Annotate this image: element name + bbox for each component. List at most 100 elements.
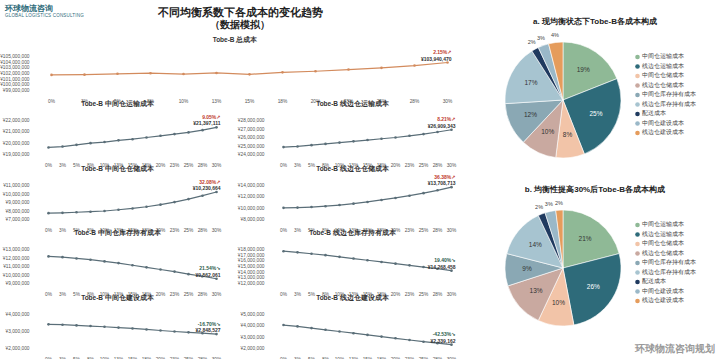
- svg-text:30%: 30%: [212, 356, 222, 359]
- svg-text:线边仓仓储成本: 线边仓仓储成本: [642, 82, 684, 88]
- svg-text:25%: 25%: [419, 356, 429, 359]
- svg-text:5%: 5%: [308, 356, 316, 359]
- svg-text:3%: 3%: [59, 292, 67, 297]
- svg-text:¥14,000,000: ¥14,000,000: [238, 270, 265, 275]
- svg-text:28%: 28%: [198, 163, 208, 168]
- svg-text:25%: 25%: [184, 227, 194, 232]
- svg-text:30%: 30%: [443, 99, 453, 104]
- svg-text:2%: 2%: [535, 204, 543, 210]
- svg-text:5%: 5%: [73, 292, 81, 297]
- svg-text:9.05%↗: 9.05%↗: [202, 114, 220, 120]
- svg-text:0%: 0%: [45, 292, 53, 297]
- svg-text:¥2,000,000: ¥2,000,000: [5, 346, 29, 351]
- svg-text:环球物流咨询规划: 环球物流咨询规划: [634, 343, 715, 354]
- svg-text:19%: 19%: [577, 66, 590, 73]
- svg-text:¥11,000,000: ¥11,000,000: [3, 183, 30, 188]
- svg-text:¥103,940,470: ¥103,940,470: [421, 56, 452, 62]
- svg-text:0%: 0%: [280, 227, 288, 232]
- svg-text:¥24,000,000: ¥24,000,000: [238, 152, 265, 157]
- svg-text:2.15%↗: 2.15%↗: [433, 49, 451, 55]
- svg-text:¥26,909,343: ¥26,909,343: [428, 123, 456, 129]
- svg-text:¥3,000,000: ¥3,000,000: [240, 334, 264, 339]
- svg-text:中间仓运输成本: 中间仓运输成本: [642, 221, 684, 227]
- svg-text:18%: 18%: [278, 99, 288, 104]
- svg-text:3%: 3%: [294, 227, 302, 232]
- svg-text:10%: 10%: [552, 299, 565, 306]
- svg-text:3%: 3%: [537, 35, 545, 41]
- svg-text:20%: 20%: [391, 292, 401, 297]
- svg-text:¥102,000,000: ¥102,000,000: [0, 71, 30, 76]
- svg-text:4%: 4%: [551, 32, 559, 38]
- svg-text:¥101,000,000: ¥101,000,000: [0, 77, 30, 82]
- svg-text:14%: 14%: [529, 241, 542, 248]
- svg-text:0%: 0%: [45, 163, 53, 168]
- svg-text:21.54%↘: 21.54%↘: [199, 265, 220, 271]
- svg-text:19.40%↘: 19.40%↘: [434, 257, 455, 263]
- svg-text:18%: 18%: [377, 356, 387, 359]
- svg-text:¥9,000,000: ¥9,000,000: [5, 200, 29, 205]
- svg-text:¥20,000,000: ¥20,000,000: [3, 141, 30, 146]
- svg-text:25%: 25%: [589, 110, 602, 117]
- svg-text:线边仓建设成本: 线边仓建设成本: [642, 297, 684, 303]
- svg-text:36.38%↗: 36.38%↗: [434, 173, 455, 179]
- svg-text:8%: 8%: [322, 356, 330, 359]
- svg-text:20%: 20%: [156, 356, 166, 359]
- svg-text:10%: 10%: [335, 356, 345, 359]
- svg-text:26%: 26%: [587, 283, 600, 290]
- svg-text:-16.70%↘: -16.70%↘: [198, 320, 221, 326]
- svg-text:30%: 30%: [212, 163, 222, 168]
- svg-text:25%: 25%: [184, 292, 194, 297]
- svg-text:¥103,000,000: ¥103,000,000: [0, 65, 30, 70]
- svg-text:¥2,000,000: ¥2,000,000: [240, 346, 264, 351]
- svg-text:0%: 0%: [280, 292, 288, 297]
- svg-text:0%: 0%: [45, 356, 53, 359]
- svg-text:0%: 0%: [48, 99, 56, 104]
- svg-text:¥17,000,000: ¥17,000,000: [238, 253, 265, 258]
- svg-text:¥100,000,000: ¥100,000,000: [0, 82, 30, 87]
- svg-text:25%: 25%: [184, 356, 194, 359]
- svg-text:线边仓运输成本: 线边仓运输成本: [642, 231, 684, 237]
- svg-text:¥10,000,000: ¥10,000,000: [3, 273, 30, 278]
- svg-text:b. 均衡性提高30%后Tobe-B各成本构成: b. 均衡性提高30%后Tobe-B各成本构成: [525, 184, 665, 194]
- svg-text:18%: 18%: [142, 356, 152, 359]
- svg-text:30%: 30%: [212, 292, 222, 297]
- svg-text:28%: 28%: [433, 163, 443, 168]
- svg-text:¥13,000,000: ¥13,000,000: [3, 247, 30, 252]
- svg-text:¥19,000,000: ¥19,000,000: [3, 152, 30, 157]
- svg-text:¥12,000,000: ¥12,000,000: [238, 281, 265, 286]
- svg-text:¥3,000,000: ¥3,000,000: [5, 329, 29, 334]
- svg-text:¥2,339,162: ¥2,339,162: [430, 337, 455, 343]
- svg-text:¥10,000,000: ¥10,000,000: [238, 205, 265, 210]
- svg-text:23%: 23%: [405, 163, 415, 168]
- svg-text:2%: 2%: [528, 39, 536, 45]
- svg-text:¥7,000,000: ¥7,000,000: [5, 217, 29, 222]
- svg-text:30%: 30%: [447, 163, 457, 168]
- svg-text:3%: 3%: [545, 201, 553, 207]
- svg-text:20%: 20%: [391, 356, 401, 359]
- svg-text:8.21%↗: 8.21%↗: [437, 116, 455, 122]
- svg-text:5%: 5%: [308, 292, 316, 297]
- svg-text:3%: 3%: [294, 292, 302, 297]
- svg-text:23%: 23%: [405, 356, 415, 359]
- svg-text:¥28,000,000: ¥28,000,000: [238, 118, 265, 123]
- svg-text:¥18,000,000: ¥18,000,000: [238, 247, 265, 252]
- svg-text:¥26,000,000: ¥26,000,000: [238, 135, 265, 140]
- svg-text:23%: 23%: [170, 227, 180, 232]
- svg-text:28%: 28%: [198, 292, 208, 297]
- svg-text:¥2,848,527: ¥2,848,527: [195, 327, 220, 333]
- svg-text:¥13,708,713: ¥13,708,713: [428, 180, 456, 186]
- svg-text:¥27,000,000: ¥27,000,000: [238, 127, 265, 132]
- svg-text:30%: 30%: [447, 292, 457, 297]
- svg-text:12%: 12%: [524, 111, 537, 118]
- svg-text:8%: 8%: [563, 131, 573, 138]
- svg-text:¥25,000,000: ¥25,000,000: [238, 144, 265, 149]
- svg-text:3%: 3%: [59, 356, 67, 359]
- svg-text:3%: 3%: [59, 227, 67, 232]
- svg-text:¥15,000,000: ¥15,000,000: [238, 264, 265, 269]
- svg-text:线边仓库存持有成本: 线边仓库存持有成本: [642, 100, 696, 107]
- svg-text:20%: 20%: [156, 163, 166, 168]
- svg-text:21%: 21%: [579, 235, 592, 242]
- svg-text:¥14,268,458: ¥14,268,458: [428, 264, 456, 270]
- svg-text:3%: 3%: [59, 163, 67, 168]
- svg-text:23%: 23%: [170, 356, 180, 359]
